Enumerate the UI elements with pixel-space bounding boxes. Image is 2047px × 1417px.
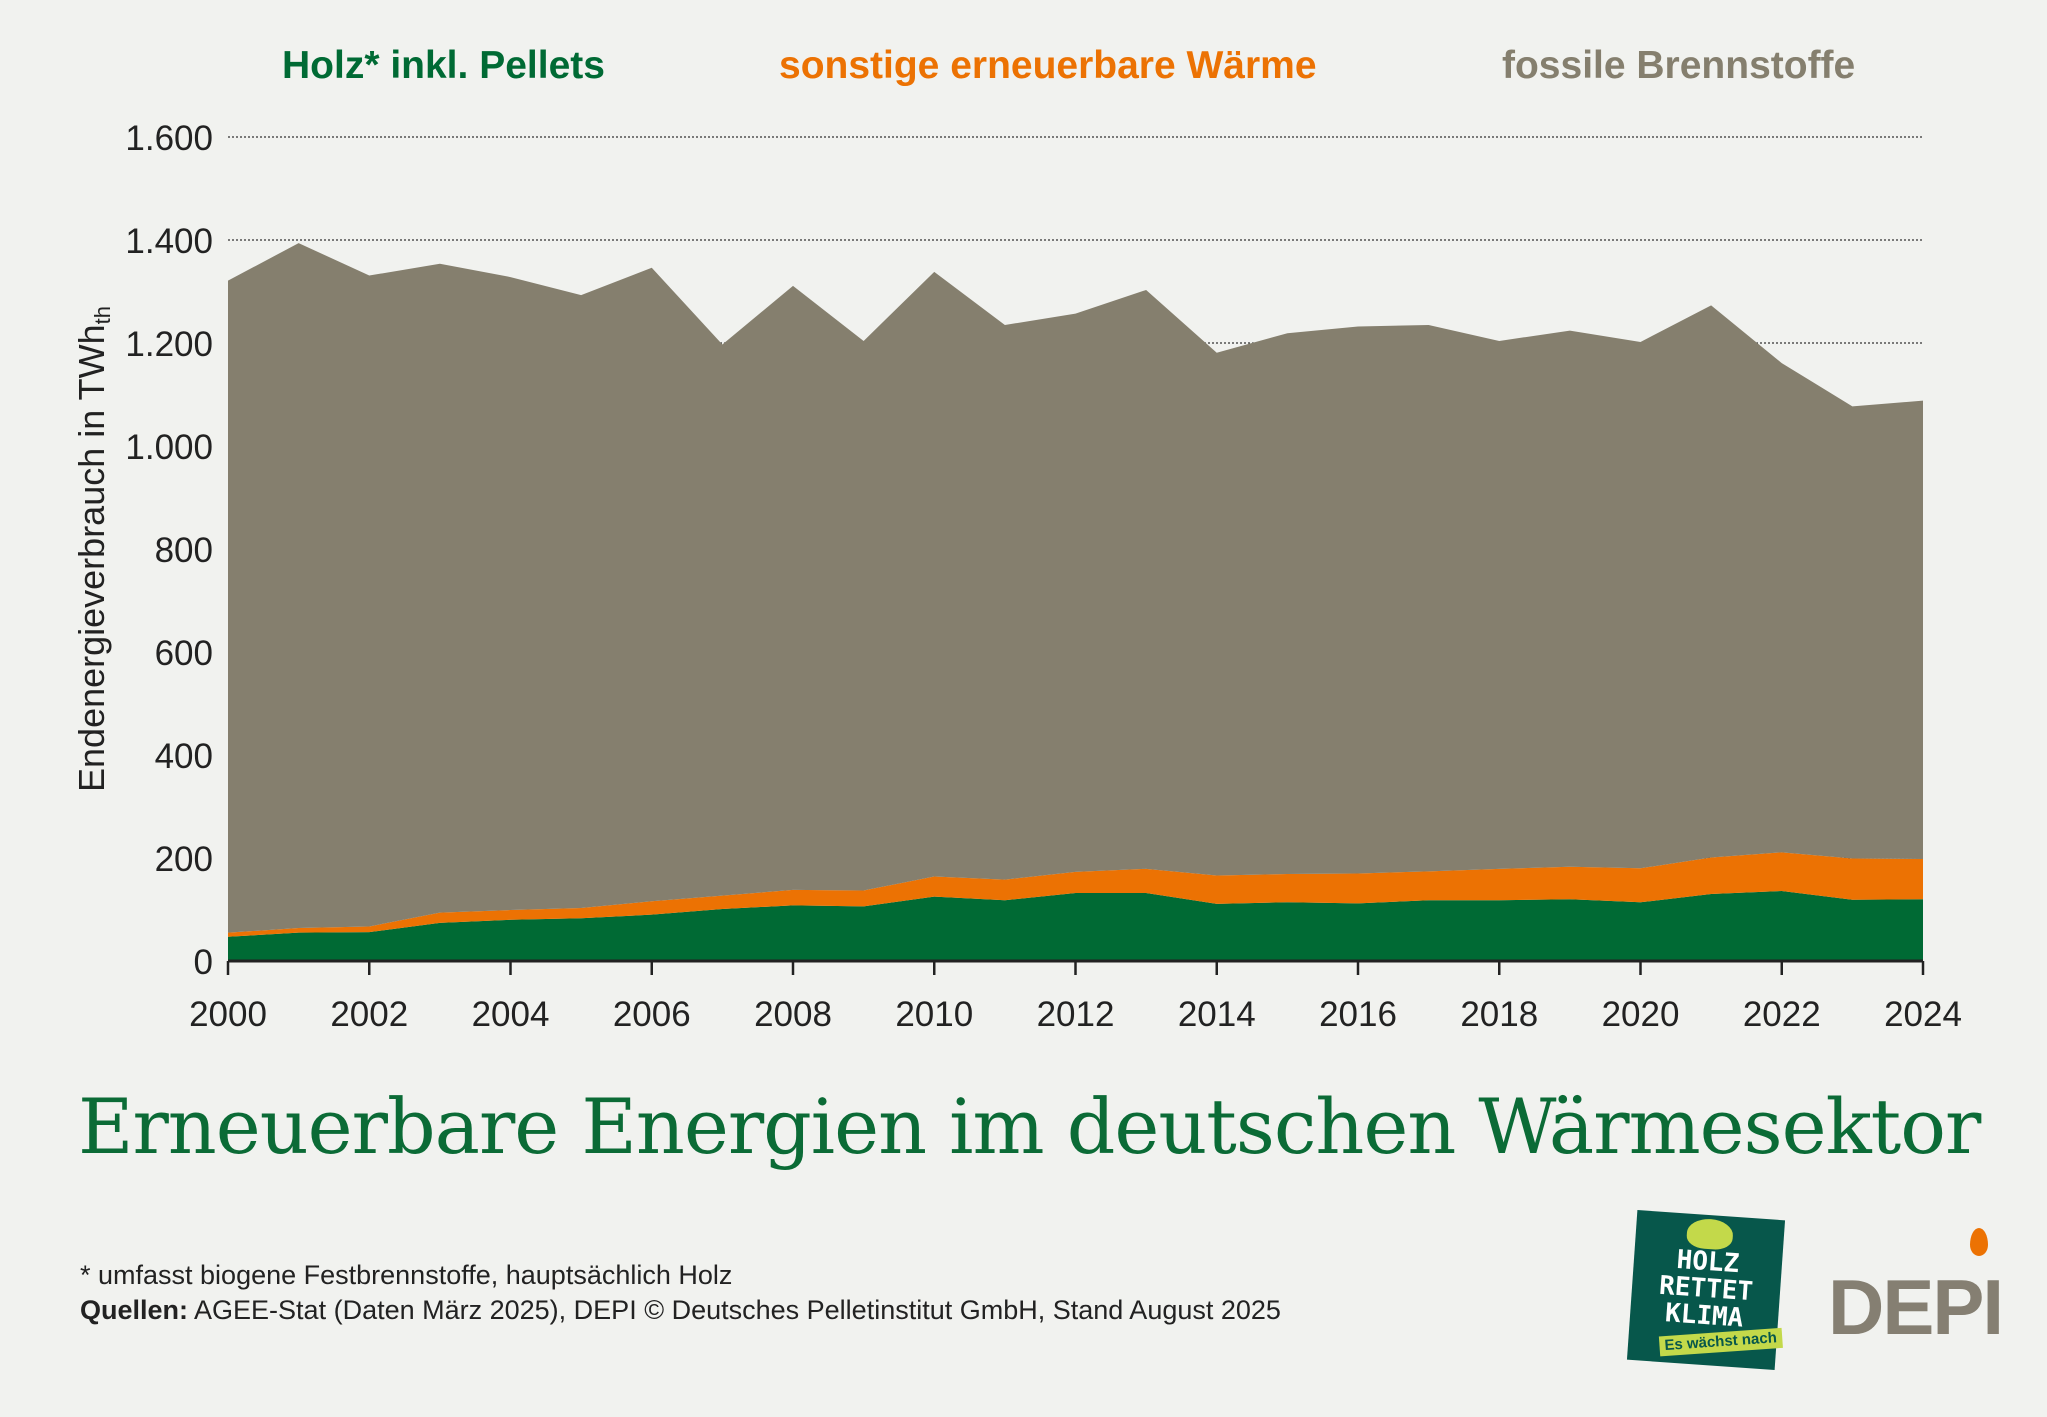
depi-logo: DEPI <box>1828 1263 2004 1351</box>
y-tick-label: 1.400 <box>125 222 213 261</box>
footnote: * umfasst biogene Festbrennstoffe, haupt… <box>80 1260 733 1290</box>
area-fossile <box>228 243 1923 933</box>
logo-tag: Es wächst nach <box>1659 1327 1783 1357</box>
areas <box>228 243 1923 961</box>
x-tick-label: 2016 <box>1319 995 1397 1034</box>
y-tick-label: 800 <box>155 531 213 570</box>
area-holz <box>228 890 1923 961</box>
x-tick-label: 2006 <box>613 995 691 1034</box>
x-tick-label: 2014 <box>1178 995 1256 1034</box>
legend-holz: Holz* inkl. Pellets <box>282 44 605 87</box>
sources-text: AGEE-Stat (Daten März 2025), DEPI © Deut… <box>188 1295 1281 1325</box>
flame-icon <box>1970 1228 1988 1256</box>
y-tick-label: 1.000 <box>125 428 213 467</box>
x-tick-label: 2002 <box>330 995 408 1034</box>
axes: 0 200 400 600 800 1.000 1.200 1.400 1.600 2000 200… <box>125 119 1962 1034</box>
y-tick-label: 200 <box>155 840 213 879</box>
y-axis-label-subscript: th <box>90 306 115 324</box>
x-tick-label: 2022 <box>1743 995 1821 1034</box>
sources: Quellen: AGEE-Stat (Daten März 2025), DE… <box>80 1295 1281 1326</box>
y-axis-label: Endenergieverbrauch in TWhth <box>71 306 115 792</box>
legend-sonstige: sonstige erneuerbare Wärme <box>779 44 1317 87</box>
chart-title: Erneuerbare Energien im deutschen Wärmes… <box>78 1082 1981 1171</box>
legend-fossile: fossile Brennstoffe <box>1502 44 1856 87</box>
x-tick-label: 2012 <box>1037 995 1115 1034</box>
x-tick-label: 2024 <box>1884 995 1962 1034</box>
x-tick-label: 2004 <box>472 995 550 1034</box>
x-tick-label: 2018 <box>1460 995 1538 1034</box>
y-tick-label: 1.200 <box>125 325 213 364</box>
y-tick-label: 600 <box>155 634 213 673</box>
x-tick-label: 2008 <box>754 995 832 1034</box>
sources-label: Quellen: <box>80 1295 189 1325</box>
y-tick-label: 400 <box>155 737 213 776</box>
y-tick-label: 1.600 <box>125 119 213 158</box>
area-sonstige <box>228 852 1923 937</box>
x-tick-label: 2000 <box>189 995 267 1034</box>
holz-rettet-klima-logo: HOLZ RETTET KLIMA Es wächst nach <box>1626 1210 1786 1370</box>
x-tick-label: 2010 <box>895 995 973 1034</box>
x-tick-label: 2020 <box>1602 995 1680 1034</box>
y-tick-label: 0 <box>194 943 213 982</box>
